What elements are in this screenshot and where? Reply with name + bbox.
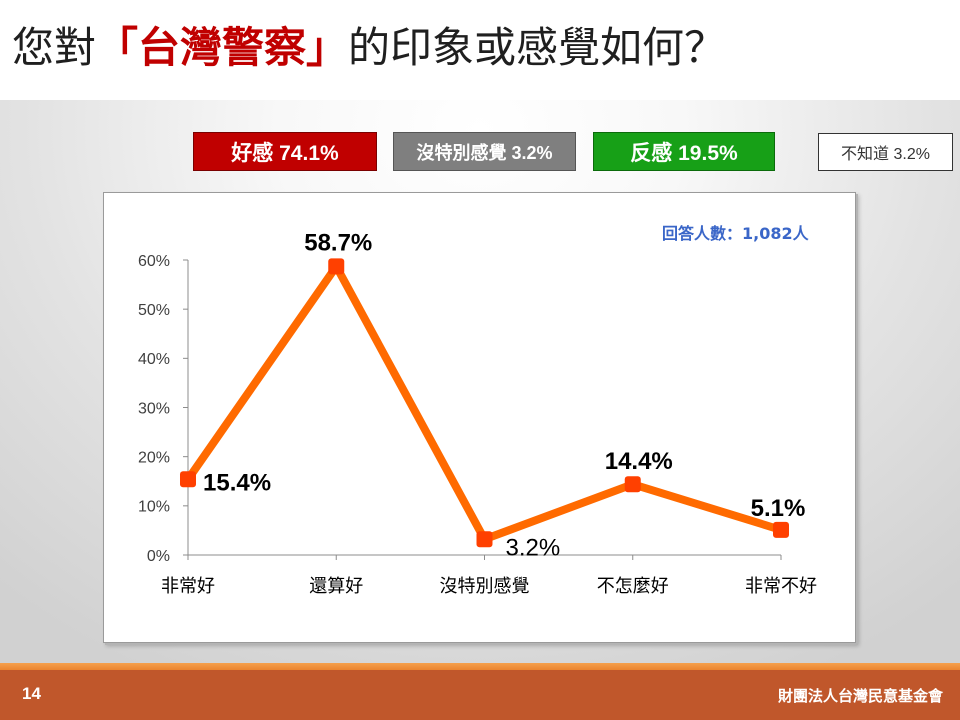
respondent-count: 回答人數：1,082人 bbox=[662, 224, 809, 243]
data-label: 5.1% bbox=[751, 495, 806, 522]
y-tick-label: 60% bbox=[138, 253, 170, 270]
title-highlight: 「台灣警察」 bbox=[96, 23, 349, 72]
x-category-label: 沒特別感覺 bbox=[440, 576, 530, 597]
data-label: 3.2% bbox=[506, 534, 561, 561]
unknown-summary-label: 不知道 3.2% bbox=[841, 146, 930, 163]
x-category-label: 非常不好 bbox=[745, 576, 817, 597]
y-tick-label: 0% bbox=[147, 548, 170, 565]
data-point-marker bbox=[180, 471, 196, 488]
unfavorable-summary-box: 反感 19.5% bbox=[593, 132, 775, 171]
slide-title: 您對「台灣警察」的印象或感覺如何？ bbox=[12, 22, 726, 74]
chart-panel: 回答人數：1,082人 0% 10% 20% 30% 40% 50% 60% 非常好 還算好 沒特… bbox=[104, 193, 855, 642]
line-chart: 0% 10% 20% 30% 40% 50% 60% 非常好 還算好 沒特別感覺 不怎麼好 非常不好 1… bbox=[138, 229, 817, 597]
data-label: 58.7% bbox=[304, 229, 372, 256]
x-category-label: 不怎麼好 bbox=[597, 576, 669, 597]
favorable-summary-box: 好感 74.1% bbox=[193, 132, 377, 171]
x-category-label: 非常好 bbox=[161, 576, 215, 597]
title-suffix: 的印象或感覺如何？ bbox=[348, 23, 727, 72]
favorable-summary-label: 好感 74.1% bbox=[231, 141, 339, 165]
unfavorable-summary-label: 反感 19.5% bbox=[630, 141, 738, 165]
organization-name: 財團法人台灣民意基金會 bbox=[777, 687, 943, 705]
data-point-marker bbox=[476, 531, 493, 548]
neutral-summary-label: 沒特別感覺 3.2% bbox=[416, 142, 553, 163]
footer-bar: 14 財團法人台灣民意基金會 bbox=[0, 663, 960, 720]
title-prefix: 您對 bbox=[12, 23, 97, 72]
y-tick-label: 10% bbox=[138, 499, 170, 516]
neutral-summary-box: 沒特別感覺 3.2% bbox=[393, 132, 576, 171]
title-bar: 您對「台灣警察」的印象或感覺如何？ bbox=[0, 0, 960, 100]
data-point-marker bbox=[624, 476, 641, 493]
page-number: 14 bbox=[22, 684, 41, 703]
data-label: 15.4% bbox=[203, 469, 271, 496]
y-tick-label: 20% bbox=[138, 449, 170, 466]
unknown-summary-box: 不知道 3.2% bbox=[818, 133, 953, 171]
y-tick-label: 40% bbox=[138, 351, 170, 368]
y-tick-label: 30% bbox=[138, 400, 170, 417]
data-point-marker bbox=[773, 521, 789, 538]
data-line bbox=[184, 262, 785, 544]
y-tick-label: 50% bbox=[138, 302, 170, 319]
x-category-label: 還算好 bbox=[309, 576, 363, 597]
data-label: 14.4% bbox=[605, 448, 673, 475]
data-point-marker bbox=[328, 258, 345, 275]
